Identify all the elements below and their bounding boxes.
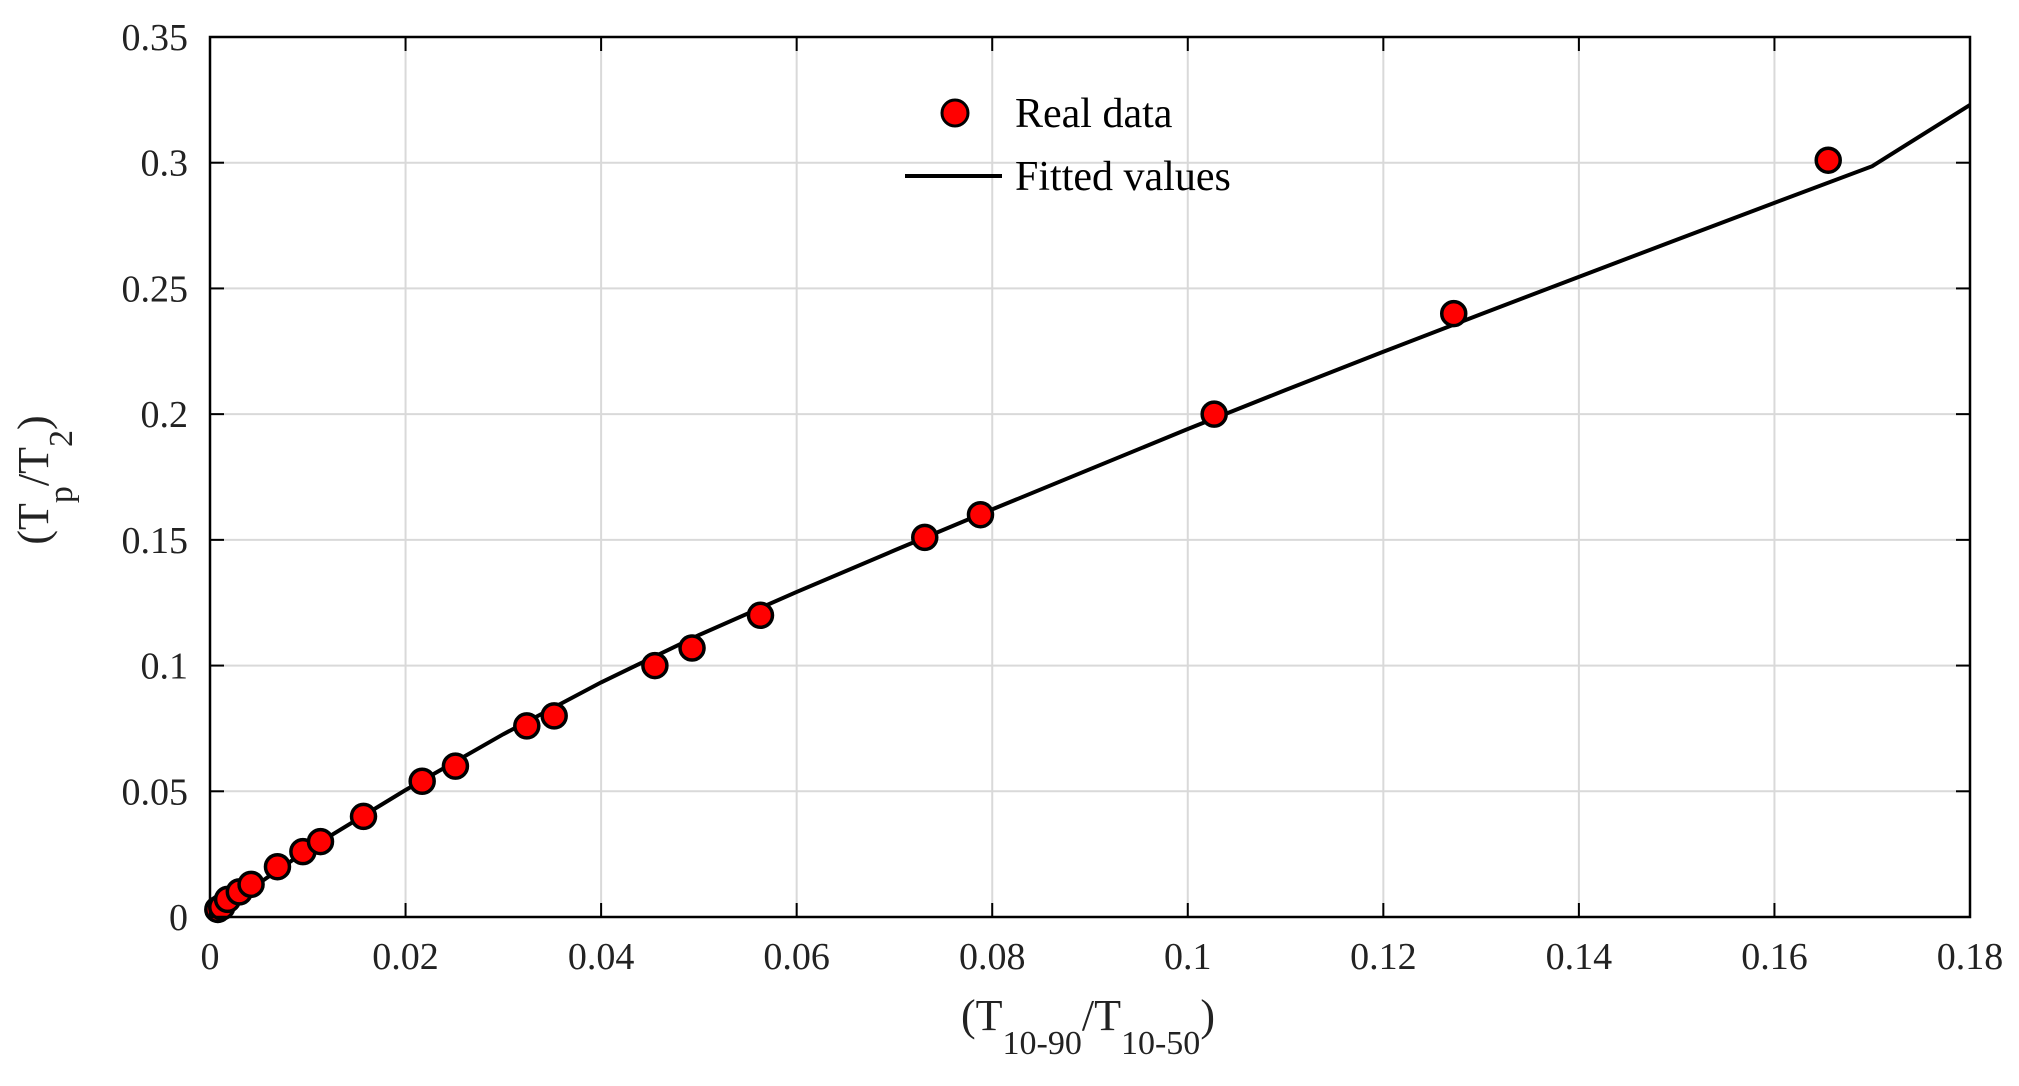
data-point: [408, 767, 436, 795]
x-tick-label: 0.08: [959, 936, 1026, 978]
data-point: [1439, 299, 1468, 328]
x-tick-label: 0.1: [1164, 936, 1212, 978]
y-axis-label: (Tp/T2): [9, 415, 80, 544]
legend-marker-real-data: [940, 98, 970, 128]
y-tick-label: 0: [169, 897, 188, 939]
x-tick-labels: 0 0.02 0.04 0.06 0.08 0.1 0.12 0.14 0.16 0.18: [201, 936, 2004, 978]
data-point: [1200, 400, 1228, 428]
x-tick-label: 0.12: [1350, 936, 1417, 978]
y-tick-label: 0.15: [122, 520, 189, 562]
data-point: [540, 702, 568, 730]
x-axis-label: (T10-90/T10-50): [961, 991, 1215, 1062]
data-point: [746, 601, 775, 630]
data-point: [1814, 146, 1842, 174]
data-point: [349, 802, 378, 831]
data-point: [237, 870, 265, 899]
x-tick-label: 0: [201, 936, 220, 978]
data-point: [678, 634, 706, 662]
y-tick-label: 0.25: [122, 268, 189, 310]
plot-frame: [208, 35, 1972, 919]
data-point: [263, 852, 292, 881]
y-tick-label: 0.05: [122, 771, 189, 813]
data-point: [911, 523, 939, 552]
x-tick-label: 0.18: [1937, 936, 2004, 978]
x-tick-label: 0.14: [1546, 936, 1613, 978]
y-tick-label: 0.1: [141, 646, 189, 688]
x-tick-label: 0.02: [372, 936, 439, 978]
real-data-points: [204, 146, 1842, 924]
legend-label-real-data: Real data: [1015, 91, 1173, 137]
data-point: [306, 827, 335, 856]
y-tick-labels: 0 0.05 0.1 0.15 0.2 0.25 0.3 0.35: [122, 17, 189, 939]
x-tick-label: 0.06: [763, 936, 830, 978]
fitted-values-line: [208, 103, 1972, 919]
data-point: [513, 712, 541, 740]
data-point: [966, 500, 995, 529]
x-tick-label: 0.16: [1741, 936, 1808, 978]
y-tick-label: 0.2: [141, 394, 189, 436]
data-point: [441, 752, 470, 780]
data-point: [641, 651, 669, 680]
legend-label-fitted-values: Fitted values: [1015, 154, 1231, 200]
x-tick-label: 0.04: [568, 936, 635, 978]
y-tick-label: 0.3: [141, 143, 189, 185]
y-tick-label: 0.35: [122, 17, 189, 59]
legend: Real data Fitted values: [905, 91, 1231, 200]
